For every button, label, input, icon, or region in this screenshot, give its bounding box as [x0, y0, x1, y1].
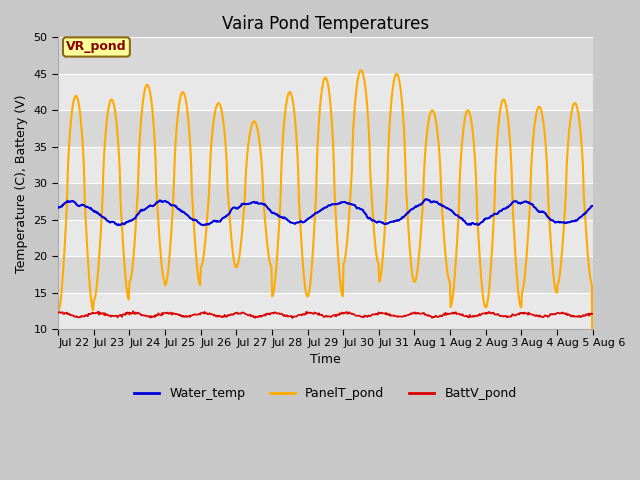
- Title: Vaira Pond Temperatures: Vaira Pond Temperatures: [222, 15, 429, 33]
- Line: PanelT_pond: PanelT_pond: [58, 70, 593, 402]
- Bar: [58, 183, 593, 220]
- BattV_pond: [129, 308, 137, 314]
- BattV_pond: [202, 311, 210, 316]
- Water_temp: [64, 198, 72, 204]
- Bar: [58, 147, 593, 183]
- Bar: [58, 37, 593, 74]
- Water_temp: [423, 196, 431, 202]
- PanelT_pond: [589, 399, 596, 405]
- PanelT_pond: [406, 254, 414, 260]
- BattV_pond: [119, 312, 127, 317]
- Line: Water_temp: Water_temp: [58, 199, 593, 225]
- PanelT_pond: [202, 238, 209, 244]
- Water_temp: [589, 203, 596, 209]
- PanelT_pond: [357, 67, 365, 73]
- BattV_pond: [392, 313, 399, 319]
- PanelT_pond: [391, 74, 399, 80]
- Water_temp: [54, 205, 62, 211]
- BattV_pond: [408, 311, 415, 317]
- Line: BattV_pond: BattV_pond: [58, 311, 593, 318]
- BattV_pond: [289, 315, 296, 321]
- PanelT_pond: [119, 237, 127, 242]
- Bar: [58, 74, 593, 110]
- Water_temp: [119, 220, 127, 226]
- Water_temp: [173, 205, 181, 211]
- X-axis label: Time: Time: [310, 353, 340, 366]
- Bar: [58, 110, 593, 147]
- PanelT_pond: [173, 120, 181, 126]
- BattV_pond: [589, 311, 596, 317]
- PanelT_pond: [54, 308, 62, 314]
- Text: VR_pond: VR_pond: [66, 40, 127, 53]
- Water_temp: [199, 222, 207, 228]
- Bar: [58, 293, 593, 329]
- Bar: [58, 256, 593, 293]
- BattV_pond: [64, 311, 72, 317]
- PanelT_pond: [64, 168, 72, 174]
- Water_temp: [406, 207, 414, 213]
- Water_temp: [202, 221, 210, 227]
- BattV_pond: [174, 312, 182, 317]
- Y-axis label: Temperature (C), Battery (V): Temperature (C), Battery (V): [15, 94, 28, 273]
- Legend: Water_temp, PanelT_pond, BattV_pond: Water_temp, PanelT_pond, BattV_pond: [129, 382, 522, 405]
- Bar: [58, 220, 593, 256]
- BattV_pond: [54, 310, 62, 316]
- Water_temp: [391, 218, 399, 224]
